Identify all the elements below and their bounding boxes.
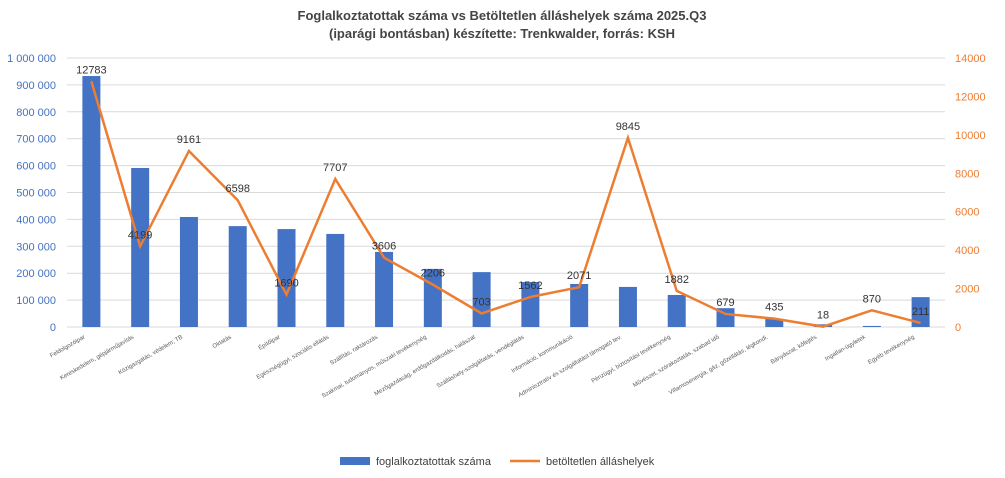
data-label: 870 [863, 293, 881, 305]
data-label: 6598 [225, 183, 249, 195]
data-label: 1690 [274, 278, 298, 290]
right-tick-label: 14000 [955, 53, 986, 65]
x-tick-label: Bányászat, kőfejtés [770, 335, 818, 366]
left-tick-label: 500 000 [16, 188, 56, 200]
right-tick-label: 4000 [955, 245, 979, 257]
x-tick-label: Feldolgozóipar [49, 335, 86, 360]
data-label: 703 [472, 296, 490, 308]
data-label: 7707 [323, 162, 347, 174]
legend-line-label: betöltetlen álláshelyek [546, 456, 655, 468]
bar [667, 294, 686, 327]
x-tick-label: Adminisztratív és szolgáltatást támogató… [518, 334, 624, 398]
bar [618, 286, 637, 327]
left-tick-label: 400 000 [16, 214, 56, 226]
bar [228, 226, 247, 327]
data-label: 1882 [664, 274, 688, 286]
bar [570, 283, 589, 327]
data-label: 18 [817, 310, 829, 322]
bar [375, 251, 394, 327]
left-tick-label: 300 000 [16, 241, 56, 253]
x-tick-label: Mezőgazdaság, erdőgazdálkodás, halászat [374, 334, 477, 397]
left-tick-label: 900 000 [16, 80, 56, 92]
data-label: 211 [912, 306, 930, 318]
data-label: 2206 [421, 268, 445, 280]
left-tick-label: 700 000 [16, 134, 56, 146]
x-tick-label: Művészet, szórakoztatás, szabad idő [632, 334, 721, 389]
chart-title-line1: Foglalkoztatottak száma vs Betöltetlen á… [298, 8, 707, 23]
legend-bar-label: foglalkoztatottak száma [376, 456, 492, 468]
bar [911, 297, 930, 327]
left-tick-label: 800 000 [16, 107, 56, 119]
x-tick-label: Ingatlan-ügyletek [824, 334, 867, 363]
bar [521, 282, 540, 327]
x-tick-label: Villamosenergia, gáz, gőzellátás, légkon… [668, 334, 769, 396]
x-tick-label: Pénzügyi, biztosítási tevékenység [591, 335, 672, 385]
chart-title-line2: (iparági bontásban) készítette: Trenkwal… [329, 26, 675, 41]
bar [277, 229, 296, 327]
data-label: 4199 [128, 229, 152, 241]
data-label: 679 [716, 297, 734, 309]
x-tick-label: Egyéb tevékenység [867, 335, 915, 366]
left-tick-label: 100 000 [16, 295, 56, 307]
bar [82, 76, 101, 327]
right-tick-label: 10000 [955, 130, 986, 142]
data-label: 2071 [567, 270, 591, 282]
x-tick-label: Szálláshely-szolgáltatás, vendéglátás [436, 335, 525, 390]
x-tick-label: Szakmai, tudományos, műszaki tevékenység [321, 335, 428, 400]
x-tick-label: Oktatás [212, 335, 233, 351]
left-tick-label: 1 000 000 [7, 53, 56, 65]
data-label: 12783 [76, 64, 107, 76]
right-tick-label: 2000 [955, 284, 979, 296]
data-label: 9161 [177, 134, 201, 146]
right-tick-label: 6000 [955, 207, 979, 219]
data-label: 435 [765, 302, 783, 314]
legend-bar-swatch [340, 457, 370, 465]
bar [326, 233, 345, 327]
line-series [90, 81, 921, 328]
x-tick-label: Építőipar [257, 334, 281, 352]
data-label: 3606 [372, 241, 396, 253]
right-tick-label: 12000 [955, 91, 986, 103]
right-tick-label: 0 [955, 322, 961, 334]
bar [179, 216, 198, 327]
bar [862, 325, 881, 327]
right-tick-label: 8000 [955, 168, 979, 180]
left-tick-label: 600 000 [16, 161, 56, 173]
bar [765, 318, 784, 327]
left-tick-label: 0 [50, 322, 56, 334]
data-label: 9845 [616, 121, 640, 133]
x-tick-label: Szállítás, raktározás [329, 335, 379, 367]
left-tick-label: 200 000 [16, 268, 56, 280]
data-label: 1562 [518, 280, 542, 292]
